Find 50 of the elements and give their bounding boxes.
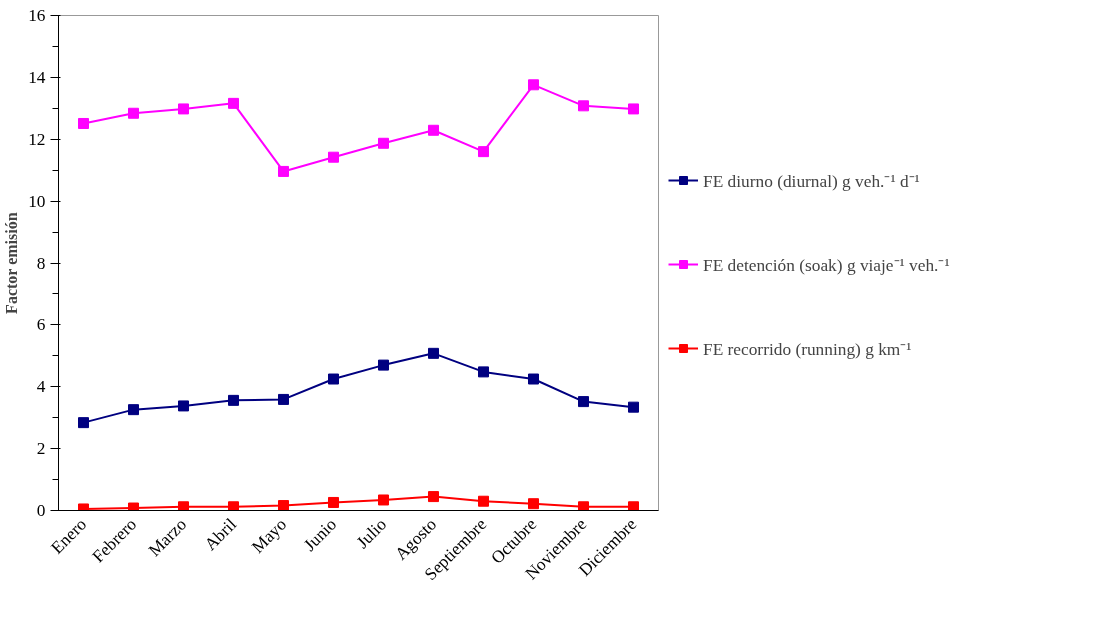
point bbox=[328, 373, 339, 385]
point bbox=[378, 494, 389, 506]
point bbox=[128, 404, 139, 416]
point bbox=[378, 137, 389, 149]
point bbox=[628, 501, 639, 511]
point bbox=[178, 400, 189, 412]
y-tick-label: 6 bbox=[36, 315, 46, 335]
point bbox=[278, 165, 289, 177]
y-axis-title: Factor emisión bbox=[3, 212, 21, 314]
legend-label: FE recorrido (running) g km⁻¹ bbox=[703, 339, 912, 360]
point bbox=[428, 124, 439, 136]
point bbox=[628, 401, 639, 413]
y-tick-label: 10 bbox=[28, 191, 46, 211]
point bbox=[378, 359, 389, 371]
point bbox=[78, 503, 89, 511]
y-tick-label: 8 bbox=[36, 253, 46, 273]
point bbox=[528, 498, 539, 510]
point bbox=[528, 79, 539, 91]
point bbox=[578, 501, 589, 511]
y-tick-label: 4 bbox=[36, 377, 46, 397]
point bbox=[178, 103, 189, 115]
y-tick-label: 12 bbox=[28, 129, 46, 149]
point bbox=[578, 396, 589, 408]
y-tick-label: 0 bbox=[36, 501, 46, 520]
y-tick-label: 16 bbox=[28, 6, 46, 25]
point bbox=[478, 366, 489, 378]
legend-label: FE diurno (diurnal) g veh.⁻¹ d⁻¹ bbox=[703, 171, 920, 192]
point bbox=[128, 107, 139, 119]
point bbox=[78, 417, 89, 429]
point bbox=[628, 103, 639, 115]
point bbox=[528, 373, 539, 385]
point bbox=[428, 347, 439, 359]
x-tick-label: Julio bbox=[352, 514, 391, 553]
point bbox=[328, 151, 339, 163]
point bbox=[278, 393, 289, 405]
point bbox=[428, 491, 439, 503]
y-tick-label: 14 bbox=[28, 67, 46, 87]
point bbox=[78, 117, 89, 129]
legend-label: FE detención (soak) g viaje⁻¹ veh.⁻¹ bbox=[703, 255, 950, 276]
point bbox=[228, 97, 239, 109]
point bbox=[228, 501, 239, 511]
point bbox=[578, 100, 589, 112]
point bbox=[178, 501, 189, 511]
point bbox=[328, 496, 339, 508]
point bbox=[278, 500, 289, 511]
point bbox=[128, 502, 139, 511]
point bbox=[478, 495, 489, 507]
point bbox=[478, 146, 489, 158]
point bbox=[228, 394, 239, 406]
y-tick-label: 2 bbox=[36, 439, 46, 459]
